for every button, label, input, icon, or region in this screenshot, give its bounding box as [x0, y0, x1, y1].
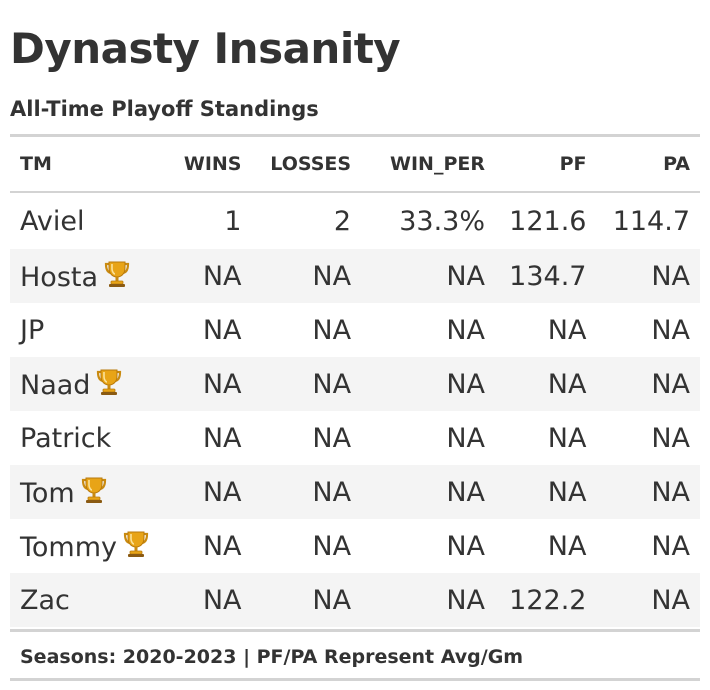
column-header-pf: PF: [495, 137, 597, 193]
team-cell: JP: [10, 303, 172, 357]
losses-cell: 2: [333, 205, 352, 237]
win-per-cell: NA: [361, 465, 495, 519]
team-name: Patrick: [20, 422, 112, 454]
losses-cell: NA: [251, 249, 362, 303]
pa-cell: NA: [651, 314, 690, 346]
pa-cell: NA: [596, 249, 700, 303]
table-row: Hosta NA NA NA 134.7 NA: [10, 249, 700, 303]
column-header-tm: TM: [10, 137, 173, 193]
table-row: Zac NA NA NA 122.2 NA: [10, 573, 700, 627]
table-bottom-rule: [10, 629, 700, 632]
pa-cell: NA: [596, 357, 700, 411]
table-row: Naad NA NA NA NA NA: [10, 357, 700, 411]
column-header-losses: LOSSES: [251, 137, 362, 193]
team-name: Tommy: [20, 531, 118, 563]
team-cell: Tommy: [10, 519, 172, 573]
wins-cell: NA: [202, 422, 242, 454]
team-name: JP: [20, 314, 45, 346]
page-title: Dynasty Insanity: [10, 24, 401, 73]
team-cell: Naad: [10, 357, 173, 411]
team-cell: Patrick: [10, 411, 172, 465]
standings-table: TM WINS LOSSES WIN_PER PF PA Aviel 1 2 33.3…: [10, 137, 700, 627]
losses-cell: NA: [312, 530, 352, 562]
wins-cell: NA: [172, 249, 252, 303]
team-name: Hosta: [20, 261, 99, 293]
team-cell: Tom: [10, 465, 173, 519]
wins-cell: 1: [224, 205, 242, 237]
losses-cell: NA: [312, 314, 352, 346]
pf-cell: 121.6: [509, 205, 587, 237]
team-name: Naad: [20, 369, 91, 401]
pf-cell: NA: [495, 465, 597, 519]
wins-cell: NA: [202, 314, 242, 346]
pf-cell: 134.7: [495, 249, 597, 303]
win-per-cell: NA: [446, 530, 485, 562]
team-cell: Zac: [10, 573, 173, 627]
team-name: Tom: [20, 477, 75, 509]
win-per-cell: 33.3%: [399, 205, 485, 237]
table-row: JP NA NA NA NA NA: [10, 303, 700, 357]
win-per-cell: NA: [446, 422, 485, 454]
table-body: Aviel 1 2 33.3% 121.6 114.7 Hosta NA NA NA 134.7 NA…: [10, 192, 700, 627]
losses-cell: NA: [251, 357, 362, 411]
team-cell: Hosta: [10, 249, 173, 303]
pa-cell: NA: [651, 422, 690, 454]
trophy-icon: [81, 477, 106, 503]
pa-cell: NA: [651, 530, 690, 562]
table-row: Tommy NA NA NA NA NA: [10, 519, 700, 573]
losses-cell: NA: [251, 465, 362, 519]
win-per-cell: NA: [361, 357, 495, 411]
trophy-icon: [104, 261, 130, 287]
win-per-cell: NA: [361, 249, 495, 303]
pf-cell: NA: [547, 422, 587, 454]
pf-cell: NA: [547, 314, 587, 346]
team-cell: Aviel: [10, 192, 172, 249]
table-header-row: TM WINS LOSSES WIN_PER PF PA: [10, 137, 700, 193]
pf-cell: NA: [495, 357, 597, 411]
pf-cell: 122.2: [495, 573, 597, 627]
win-per-cell: NA: [361, 573, 495, 627]
pf-cell: NA: [547, 530, 587, 562]
table-row: Patrick NA NA NA NA NA: [10, 411, 700, 465]
pa-cell: NA: [596, 465, 700, 519]
team-name: Aviel: [20, 205, 85, 237]
wins-cell: NA: [202, 530, 242, 562]
team-name: Zac: [20, 584, 70, 616]
source-footnote: Seasons: 2020-2023 | PF/PA Represent Avg…: [20, 646, 524, 668]
column-header-win-per: WIN_PER: [361, 137, 495, 193]
table-row: Aviel 1 2 33.3% 121.6 114.7: [10, 192, 700, 249]
page-subtitle: All-Time Playoff Standings: [10, 97, 319, 121]
wins-cell: NA: [172, 573, 252, 627]
wins-cell: NA: [172, 465, 252, 519]
column-header-pa: PA: [596, 137, 700, 193]
trophy-icon: [123, 531, 149, 557]
losses-cell: NA: [312, 422, 352, 454]
pa-cell: 114.7: [612, 205, 690, 237]
table-row: Tom NA NA NA NA NA: [10, 465, 700, 519]
trophy-icon: [97, 369, 122, 395]
losses-cell: NA: [251, 573, 362, 627]
wins-cell: NA: [172, 357, 252, 411]
pa-cell: NA: [596, 573, 700, 627]
footer-bottom-rule: [10, 678, 700, 681]
header-top-rule: [10, 134, 700, 137]
win-per-cell: NA: [446, 314, 485, 346]
column-header-wins: WINS: [172, 137, 252, 193]
